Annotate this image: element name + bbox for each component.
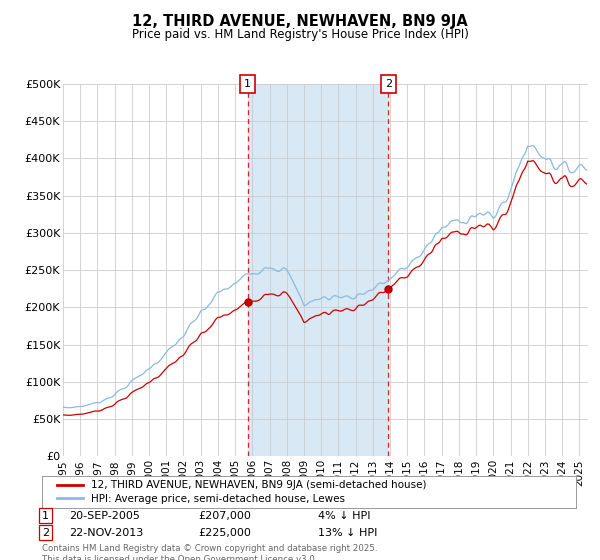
Text: 13% ↓ HPI: 13% ↓ HPI bbox=[318, 528, 377, 538]
Text: 1: 1 bbox=[244, 79, 251, 89]
Legend: 12, THIRD AVENUE, NEWHAVEN, BN9 9JA (semi-detached house), HPI: Average price, s: 12, THIRD AVENUE, NEWHAVEN, BN9 9JA (sem… bbox=[53, 476, 431, 508]
Text: 12, THIRD AVENUE, NEWHAVEN, BN9 9JA: 12, THIRD AVENUE, NEWHAVEN, BN9 9JA bbox=[132, 14, 468, 29]
Text: 1: 1 bbox=[42, 511, 49, 521]
Text: £225,000: £225,000 bbox=[198, 528, 251, 538]
Bar bbox=[248, 84, 388, 456]
Text: 22-NOV-2013: 22-NOV-2013 bbox=[69, 528, 143, 538]
Text: 20-SEP-2005: 20-SEP-2005 bbox=[69, 511, 140, 521]
Text: 4% ↓ HPI: 4% ↓ HPI bbox=[318, 511, 371, 521]
Text: 2: 2 bbox=[385, 79, 392, 89]
Text: Contains HM Land Registry data © Crown copyright and database right 2025.
This d: Contains HM Land Registry data © Crown c… bbox=[42, 544, 377, 560]
Text: £207,000: £207,000 bbox=[198, 511, 251, 521]
Text: 2: 2 bbox=[42, 528, 49, 538]
Text: Price paid vs. HM Land Registry's House Price Index (HPI): Price paid vs. HM Land Registry's House … bbox=[131, 28, 469, 41]
